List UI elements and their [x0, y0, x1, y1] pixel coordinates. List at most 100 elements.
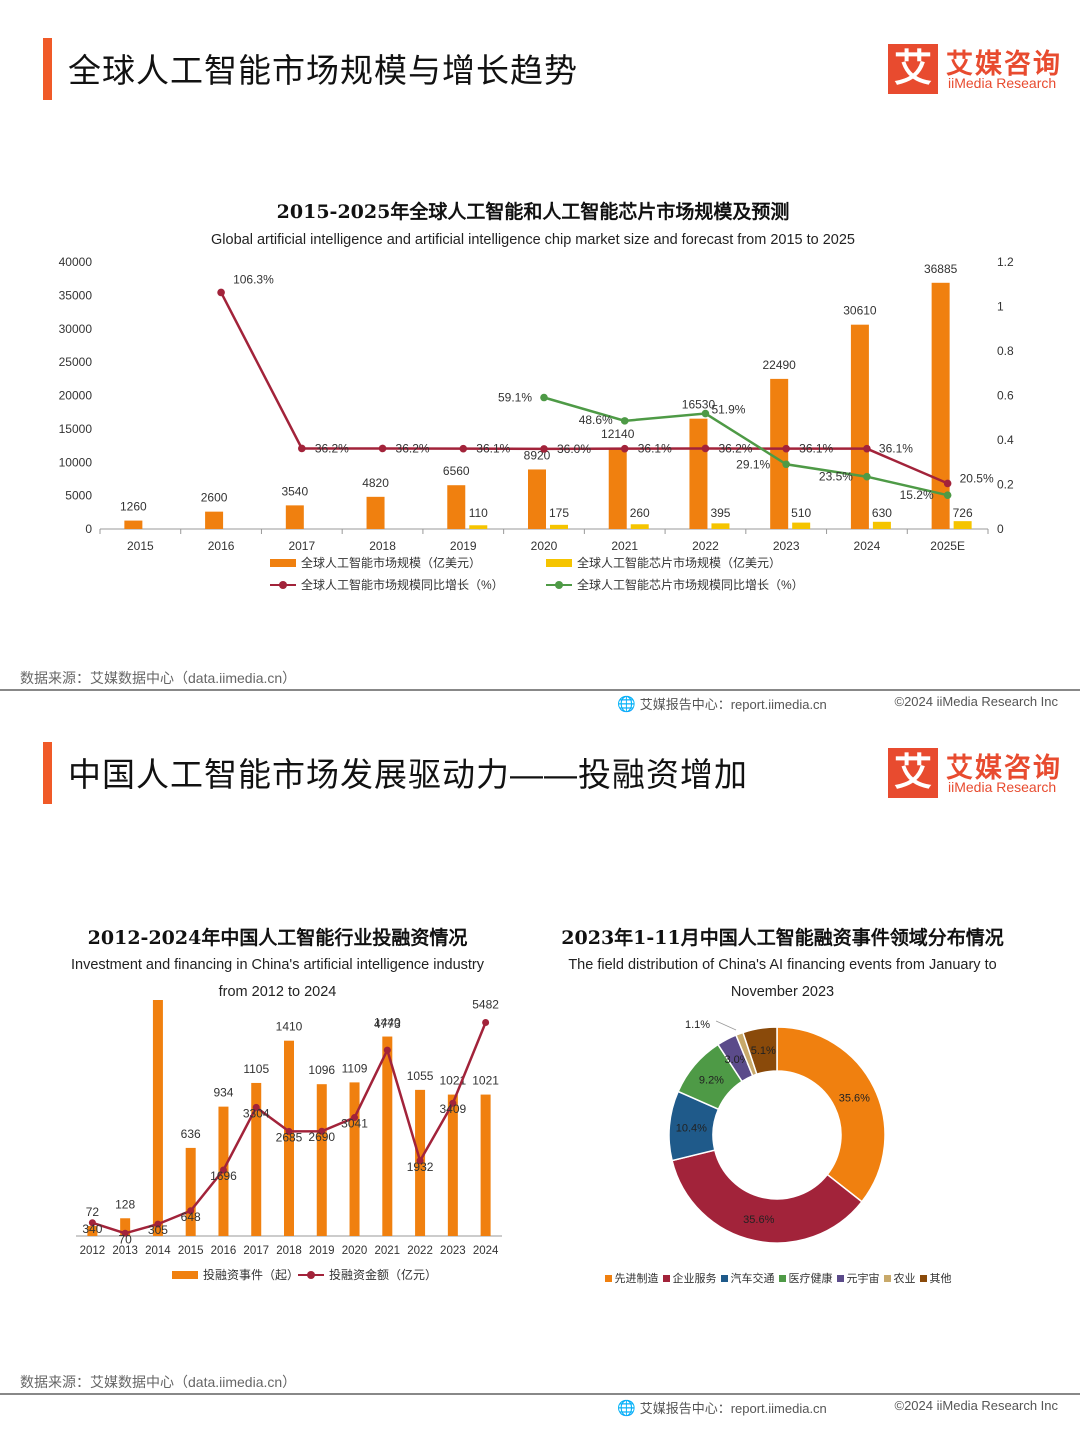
legend-swatch	[883, 1275, 891, 1282]
data-label-events: 1440	[374, 1016, 401, 1030]
data-label-amount: 70	[118, 1232, 132, 1246]
data-label-events: 72	[86, 1205, 100, 1219]
title-accent-bar	[43, 38, 52, 100]
bar-financing-events	[447, 1094, 458, 1236]
ai-growth-label: 36.2%	[396, 441, 430, 455]
data-label-ai-market: 36885	[924, 262, 958, 276]
ai-growth-point	[782, 444, 790, 453]
bar-financing-events	[152, 1000, 163, 1236]
ai-growth-point	[620, 444, 629, 453]
page-title: 全球人工智能市场规模与增长趋势	[68, 52, 578, 89]
x-tick-label: 2021	[611, 539, 638, 553]
chart2-title: 2012-2024年中国人工智能行业投融资情况	[87, 927, 468, 949]
amount-point	[449, 1099, 457, 1107]
x-tick-label: 2016	[211, 1245, 237, 1257]
bar-ai-market	[608, 447, 627, 529]
donut-slice-label: 1.1%	[685, 1019, 710, 1031]
bar-financing-events	[349, 1082, 360, 1236]
bar-ai-market	[205, 511, 224, 529]
legend-swatch	[604, 1275, 612, 1282]
y2-tick-label: 0.6	[997, 389, 1014, 403]
bar-chip-market	[711, 523, 730, 529]
bar-financing-events	[185, 1147, 196, 1236]
chart1-title: 2015-2025年全球人工智能和人工智能芯片市场规模及预测	[276, 201, 790, 223]
data-label-amount: 3041	[341, 1117, 368, 1131]
bar-ai-market	[770, 378, 789, 529]
footer-copyright: ©2024 iiMedia Research Inc	[894, 694, 1059, 709]
page-title: 中国人工智能市场发展驱动力——投融资增加	[68, 756, 748, 793]
amount-point	[219, 1166, 227, 1174]
chip-growth-point	[943, 491, 952, 499]
data-label-chip-market: 395	[710, 506, 730, 520]
amount-point	[187, 1207, 195, 1215]
amount-point	[383, 1046, 391, 1054]
data-label-ai-market: 12140	[601, 427, 635, 441]
iimedia-logo: 艾 艾媒咨询 iiMedia Research	[888, 748, 1060, 802]
chart2-subtitle: Investment and financing in China's arti…	[70, 957, 485, 1000]
chart2-legend: 投融资事件（起） 投融资金额（亿元）	[0, 1266, 540, 1286]
amount-point	[318, 1127, 326, 1135]
logo-mark-icon: 艾	[888, 44, 938, 94]
x-tick-label: 2024	[854, 539, 881, 553]
bar-ai-market	[285, 505, 304, 529]
data-label-chip-market: 175	[549, 506, 569, 520]
chip-growth-label: 59.1%	[498, 391, 532, 405]
data-label-amount: 1696	[210, 1169, 237, 1183]
x-tick-label: 2017	[288, 539, 315, 553]
data-label-chip-market: 110	[469, 506, 488, 520]
ai-growth-point	[217, 288, 225, 297]
donut-slice-label: 10.4%	[676, 1122, 707, 1134]
bar-chip-market	[550, 524, 568, 529]
x-tick-label: 2014	[145, 1245, 171, 1257]
data-label-events: 1096	[308, 1063, 335, 1077]
chart3-subtitle: The field distribution of China's AI fin…	[568, 957, 997, 1000]
y2-tick-label: 0.4	[997, 433, 1014, 447]
data-label-ai-market: 2600	[201, 491, 228, 505]
chip-growth-point	[620, 417, 629, 425]
bar-financing-events	[120, 1218, 131, 1236]
amount-point	[121, 1229, 129, 1237]
legend-label: 全球人工智能市场规模（亿美元）	[301, 556, 482, 570]
data-label-chip-market: 260	[630, 506, 650, 520]
legend-label: 农业	[893, 1272, 916, 1285]
footer-divider	[0, 1393, 1080, 1395]
chart3-legend: 先进制造 企业服务 汽车交通 医疗健康 元宇宙 农业 其他	[540, 1270, 1020, 1286]
legend-label: 全球人工智能市场规模同比增长（%）	[301, 578, 504, 592]
x-tick-label: 2022	[692, 539, 719, 553]
y2-tick-label: 0.8	[997, 344, 1014, 358]
ai-growth-label: 36.2%	[315, 441, 349, 455]
logo-en-text: iiMedia Research	[948, 779, 1057, 795]
bar-ai-market	[124, 520, 143, 529]
bar-ai-market	[850, 324, 869, 529]
data-label-events: 1109	[342, 1061, 368, 1075]
legend-label: 汽车交通	[730, 1272, 775, 1285]
data-label-amount: 2685	[276, 1130, 303, 1144]
x-tick-label: 2016	[208, 539, 235, 553]
ai-growth-label: 36.1%	[799, 442, 833, 456]
legend-entry: 先进制造	[604, 1272, 659, 1285]
legend-chip-bar: 全球人工智能芯片市场规模（亿美元）	[546, 554, 781, 571]
y-tick-label: 0	[85, 522, 92, 536]
x-tick-label: 2018	[276, 1245, 302, 1257]
legend-entry: 汽车交通	[720, 1272, 775, 1285]
legend-swatch	[662, 1275, 670, 1282]
ai-growth-label: 36.1%	[879, 442, 913, 456]
chip-growth-label: 23.5%	[819, 470, 853, 484]
bar-chip-market	[872, 521, 891, 529]
ai-growth-point	[863, 444, 871, 453]
logo-cn-text: 艾媒咨询	[946, 49, 1062, 79]
ai-growth-point	[540, 445, 548, 453]
y2-tick-label: 0.2	[997, 478, 1014, 492]
amount-point	[416, 1157, 424, 1165]
ai-growth-label: 36.2%	[718, 441, 752, 455]
ai-growth-line	[219, 291, 949, 485]
legend-label: 投融资金额（亿元）	[329, 1268, 438, 1282]
data-label-chip-market: 726	[953, 506, 973, 520]
x-tick-label: 2023	[440, 1245, 466, 1257]
donut-leader-line	[715, 1020, 737, 1031]
legend-swatch	[546, 558, 572, 567]
chip-growth-label: 15.2%	[900, 488, 934, 502]
chart1-subtitle: Global artificial intelligence and artif…	[211, 232, 855, 248]
y2-tick-label: 1	[997, 300, 1004, 314]
legend-swatch	[298, 1270, 324, 1279]
